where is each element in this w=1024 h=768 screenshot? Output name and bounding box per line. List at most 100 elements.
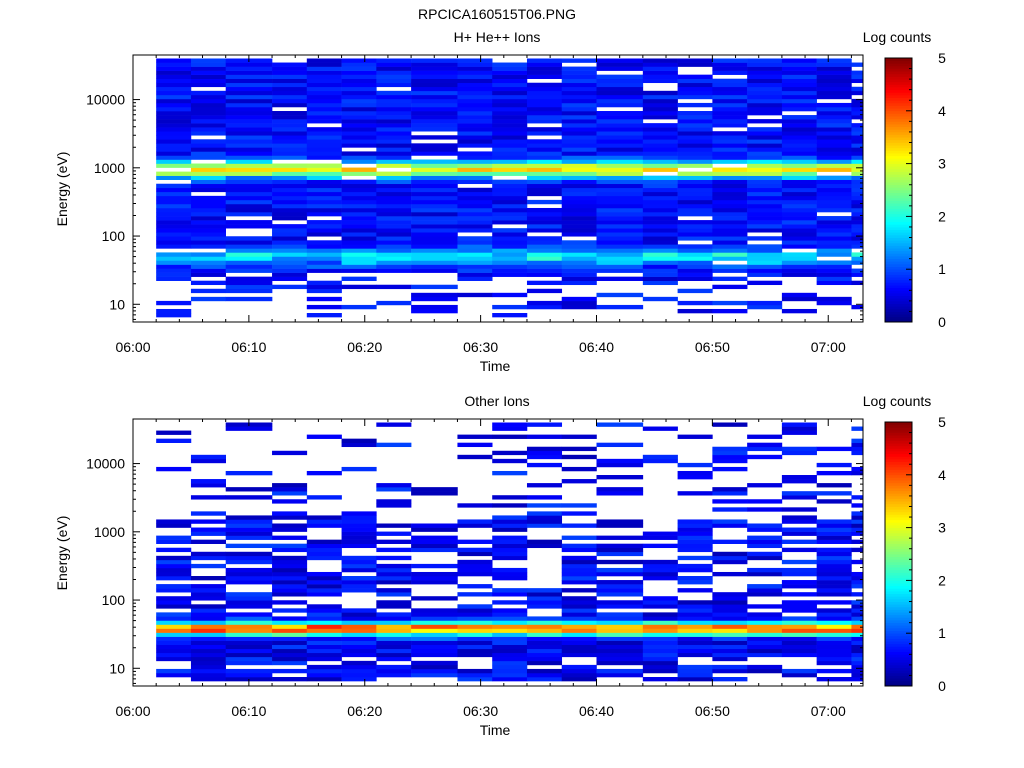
heatmap-cell (561, 296, 597, 302)
heatmap-cell (712, 624, 748, 629)
heatmap-cell (561, 207, 597, 213)
heatmap-cell (341, 74, 377, 79)
heatmap-cell (747, 86, 783, 92)
heatmap-cell (561, 220, 597, 225)
heatmap-cell (156, 308, 192, 314)
heatmap-cell (492, 656, 528, 662)
colorbar-segment (885, 620, 912, 624)
heatmap-cell (677, 102, 713, 108)
colorbar-segment (885, 461, 912, 465)
heatmap-cell (225, 127, 273, 132)
colorbar-segment (885, 429, 912, 433)
heatmap-cell (561, 171, 597, 176)
colorbar-segment (885, 87, 912, 91)
heatmap-cell (156, 519, 192, 524)
heatmap-cell (411, 151, 458, 156)
heatmap-cell (376, 636, 412, 641)
heatmap-cell (596, 86, 644, 92)
heatmap-cell (747, 203, 783, 209)
heatmap-cell (225, 495, 273, 500)
heatmap-cell (642, 147, 678, 152)
colorbar-segment (885, 263, 912, 267)
heatmap-cell (561, 98, 597, 104)
heatmap-cell (272, 94, 308, 100)
heatmap-cell (851, 199, 864, 205)
heatmap-cell (272, 151, 308, 156)
heatmap-cell (816, 300, 852, 306)
heatmap-cell (272, 677, 308, 682)
heatmap-cell (376, 499, 412, 504)
heatmap-cell (851, 515, 864, 520)
heatmap-cell (306, 74, 342, 79)
heatmap-cell (747, 624, 783, 629)
heatmap-cell (596, 620, 644, 625)
heatmap-cell (642, 272, 678, 277)
heatmap-cell (677, 159, 713, 164)
heatmap-cell (712, 106, 748, 112)
heatmap-cell (190, 612, 226, 617)
heatmap-cell (376, 151, 412, 156)
heatmap-cell (156, 106, 192, 112)
heatmap-cell (492, 612, 528, 617)
heatmap-cell (677, 94, 713, 100)
heatmap-cell (156, 123, 192, 128)
heatmap-cell (156, 620, 192, 625)
heatmap-cell (816, 600, 852, 605)
heatmap-cell (526, 256, 563, 261)
heatmap-cell (712, 147, 748, 152)
colorbar-segment (885, 261, 912, 265)
heatmap-cell (526, 596, 563, 601)
heatmap-cell (712, 191, 748, 197)
heatmap-cell (492, 632, 528, 637)
heatmap-cell (492, 151, 528, 156)
heatmap-cell (561, 232, 597, 237)
heatmap-cell (851, 664, 864, 670)
heatmap-cell (712, 539, 748, 544)
heatmap-cell (851, 78, 864, 84)
heatmap-cell (225, 220, 273, 225)
heatmap-cell (492, 220, 528, 225)
heatmap-cell (190, 179, 226, 185)
heatmap-cell (747, 539, 783, 544)
heatmap-cell (156, 576, 192, 581)
heatmap-cell (376, 58, 412, 63)
heatmap-cell (816, 252, 852, 257)
heatmap-cell (816, 195, 852, 201)
heatmap-cell (747, 90, 783, 96)
heatmap-cell (272, 555, 308, 561)
colorbar-segment (885, 498, 912, 502)
heatmap-cell (677, 179, 713, 185)
heatmap-cell (781, 224, 817, 229)
panel-1-plot-area (156, 58, 864, 318)
colorbar-segment (885, 506, 912, 510)
heatmap-cell (272, 624, 308, 629)
heatmap-cell (411, 563, 458, 569)
heatmap-cell (642, 543, 678, 549)
heatmap-cell (457, 677, 493, 682)
heatmap-cell (341, 677, 377, 682)
heatmap-cell (596, 600, 644, 605)
heatmap-cell (190, 624, 226, 629)
heatmap-cell (306, 616, 342, 621)
heatmap-cell (642, 143, 678, 148)
heatmap-cell (596, 90, 644, 96)
heatmap-cell (457, 74, 493, 79)
heatmap-cell (712, 422, 748, 427)
heatmap-cell (677, 491, 713, 496)
heatmap-cell (190, 212, 226, 217)
heatmap-cell (341, 78, 377, 84)
heatmap-cell (492, 216, 528, 221)
heatmap-cell (747, 187, 783, 193)
colorbar-segment (885, 219, 912, 223)
colorbar-segment (885, 213, 912, 217)
heatmap-cell (816, 94, 852, 100)
heatmap-cell (642, 664, 678, 670)
heatmap-cell (561, 187, 597, 193)
heatmap-cell (712, 652, 748, 658)
heatmap-cell (411, 236, 458, 241)
heatmap-cell (376, 300, 412, 306)
colorbar-segment (885, 155, 912, 159)
heatmap-cell (272, 228, 308, 233)
heatmap-cell (156, 604, 192, 609)
heatmap-cell (272, 98, 308, 104)
